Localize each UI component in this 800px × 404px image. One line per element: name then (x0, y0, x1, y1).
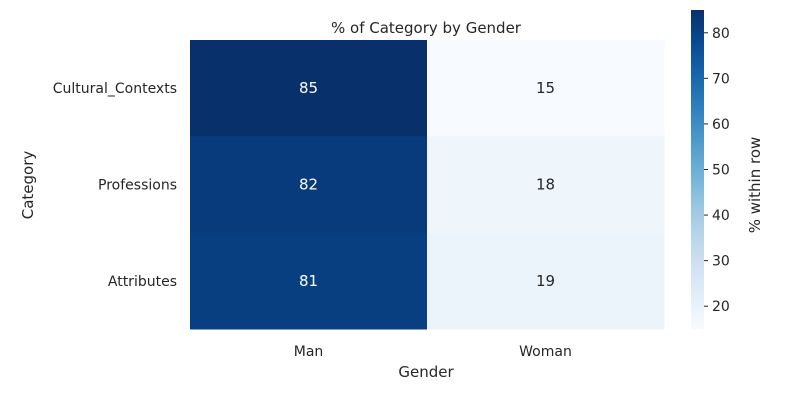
cell-value-label: 81 (299, 272, 318, 290)
colorbar-tick-label: 50 (712, 163, 730, 179)
heatmap-cell (190, 40, 428, 137)
x-tick-label: Woman (519, 344, 572, 360)
y-tick-label: Professions (98, 178, 177, 194)
x-tick-label: Man (294, 344, 324, 360)
colorbar-tick-label: 30 (712, 254, 730, 270)
heatmap-cell (427, 136, 665, 234)
colorbar-ticks: 20 30 40 50 60 70 80 (704, 26, 730, 315)
cell-value-label: 85 (299, 79, 318, 97)
heatmap-cell (190, 136, 428, 234)
colorbar-tick-label: 60 (712, 117, 730, 133)
cell-value-label: 15 (536, 79, 555, 97)
y-tick-label: Attributes (108, 274, 177, 290)
cell-value-label: 19 (536, 272, 555, 290)
x-axis-label: Gender (398, 363, 454, 381)
y-axis-label: Category (19, 151, 37, 220)
colorbar (691, 10, 704, 329)
colorbar-tick-label: 40 (712, 208, 730, 224)
heatmap-cell-labels: 85 15 82 18 81 19 (299, 79, 555, 290)
cell-value-label: 18 (536, 176, 555, 194)
colorbar-tick-label: 70 (712, 71, 730, 87)
colorbar-label: % within row (746, 137, 764, 234)
colorbar-tick-label: 80 (712, 26, 730, 42)
heatmap-cell (190, 232, 428, 330)
y-tick-labels: Cultural_Contexts Professions Attributes (53, 81, 177, 290)
colorbar-tick-label: 20 (712, 299, 730, 315)
heatmap-cell (427, 40, 665, 137)
x-tick-labels: Man Woman (294, 344, 572, 360)
heatmap-cells (190, 40, 665, 330)
chart-title: % of Category by Gender (331, 19, 522, 37)
cell-value-label: 82 (299, 176, 318, 194)
y-tick-label: Cultural_Contexts (53, 81, 177, 97)
heatmap-cell (427, 232, 665, 330)
